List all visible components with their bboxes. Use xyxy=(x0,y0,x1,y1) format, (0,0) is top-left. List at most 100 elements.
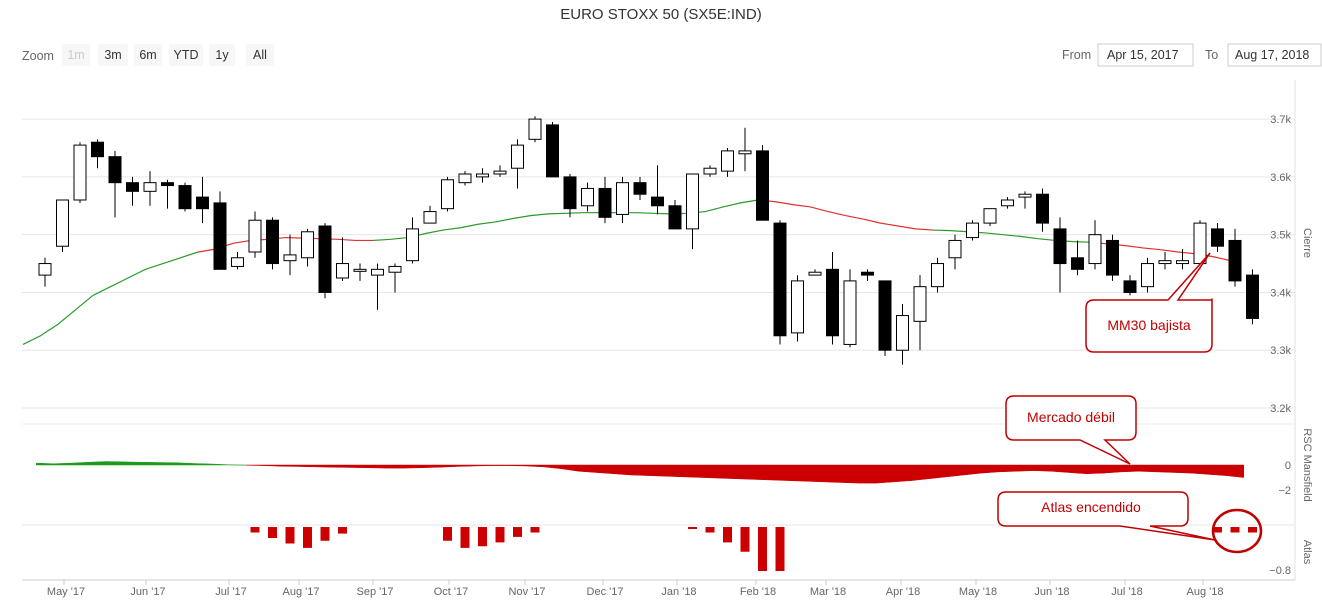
zoom-button-label: 1m xyxy=(67,48,84,62)
x-tick-label: Nov '17 xyxy=(509,586,546,598)
rsc-area-segment xyxy=(613,464,632,476)
rsc-area-segment xyxy=(1173,464,1192,474)
rsc-area-segment xyxy=(806,464,824,483)
candle-body xyxy=(1228,239,1242,282)
candle-body xyxy=(301,231,314,259)
rsc-tick-label: −2 xyxy=(1278,485,1291,497)
rsc-area-segment xyxy=(788,464,807,482)
rsc-area-segment xyxy=(158,462,177,466)
candle xyxy=(1001,197,1014,209)
candle-body xyxy=(266,219,279,265)
zoom-button-label: 3m xyxy=(104,48,121,62)
candle-body xyxy=(248,219,262,253)
candle-body xyxy=(406,228,419,262)
x-axis-ticks: May '17 Jun '17 Jul '17 Aug '17 Sep '17 Oct '… xyxy=(47,580,1223,598)
candle xyxy=(616,176,629,224)
rsc-area-segment xyxy=(631,464,649,476)
rsc-area-segment xyxy=(1016,464,1034,472)
atlas-bar xyxy=(285,527,295,544)
rsc-area-segment xyxy=(946,464,964,478)
candle xyxy=(721,148,734,177)
candle xyxy=(91,139,104,169)
rsc-area-segment xyxy=(981,464,999,474)
candle xyxy=(633,176,647,200)
candle xyxy=(266,217,279,270)
candle-body xyxy=(1193,222,1207,265)
x-tick-label: Sep '17 xyxy=(357,586,394,598)
callout-mercado-debil: Mercado débil xyxy=(1005,395,1137,465)
candle xyxy=(843,269,857,348)
date-range: From Apr 15, 2017 To Aug 17, 2018 xyxy=(1062,43,1322,67)
atlas-bar xyxy=(338,527,347,534)
from-date-input[interactable]: Apr 15, 2017 xyxy=(1097,43,1194,67)
candle xyxy=(318,223,332,299)
atlas-bar xyxy=(530,527,540,533)
candle xyxy=(791,275,804,342)
zoom-button-1y[interactable]: 1y xyxy=(209,44,235,66)
candle-body xyxy=(126,182,139,192)
atlas-bar xyxy=(705,527,715,533)
to-date-value: Aug 17, 2018 xyxy=(1235,48,1309,62)
callout-atlas-text: Atlas encendido xyxy=(1041,499,1141,515)
candle-body xyxy=(388,265,402,273)
candle xyxy=(966,220,979,241)
to-date-input[interactable]: Aug 17, 2018 xyxy=(1227,43,1322,67)
rsc-area-segment xyxy=(473,464,492,467)
candle xyxy=(598,176,612,224)
candle xyxy=(773,220,787,345)
rsc-area-segment xyxy=(771,464,789,481)
candle-body xyxy=(1088,234,1102,265)
zoom-button-3m[interactable]: 3m xyxy=(98,44,128,66)
zoom-button-all[interactable]: All xyxy=(246,44,274,66)
candle xyxy=(38,257,52,287)
candle-body xyxy=(966,222,979,239)
rsc-area-segment xyxy=(298,464,317,468)
rsc-area-segment xyxy=(753,464,772,481)
candle-body xyxy=(896,315,909,351)
zoom-button-label: YTD xyxy=(174,48,199,62)
candle-body xyxy=(108,156,122,184)
rsc-area-segment xyxy=(596,464,614,475)
candle xyxy=(1176,249,1189,270)
candle-body xyxy=(38,263,52,276)
rsc-area-segment xyxy=(1051,464,1069,473)
x-tick-label: Aug '17 xyxy=(283,586,320,598)
candle xyxy=(826,252,839,345)
rsc-area-segment xyxy=(1226,464,1244,478)
candle xyxy=(108,150,122,218)
rsc-area-segment xyxy=(351,464,369,469)
candle-body xyxy=(931,263,944,288)
candle xyxy=(808,269,822,276)
candle-body xyxy=(178,185,192,210)
zoom-button-ytd[interactable]: YTD xyxy=(169,44,203,66)
zoom-button-6m[interactable]: 6m xyxy=(134,44,162,66)
rsc-area-segment xyxy=(701,464,719,479)
callout-atlas-encendido: Atlas encendido xyxy=(997,491,1216,541)
rsc-area-segment xyxy=(893,464,912,483)
candle xyxy=(651,165,664,215)
rsc-area-segment xyxy=(491,464,509,466)
atlas-bar xyxy=(723,527,732,543)
rsc-area-segment xyxy=(281,464,299,467)
candle-body xyxy=(808,271,822,276)
rsc-area-segment xyxy=(211,463,229,466)
price-tick-label: 3.6k xyxy=(1270,172,1291,184)
rsc-area-segment xyxy=(36,462,54,466)
from-label: From xyxy=(1062,48,1091,62)
candle-body xyxy=(791,280,804,334)
candle xyxy=(301,228,314,267)
zoom-button-1m[interactable]: 1m xyxy=(62,44,90,66)
candle xyxy=(336,237,349,281)
candle xyxy=(1088,220,1102,270)
rsc-tick-label: 0 xyxy=(1285,460,1291,472)
x-tick-label: May '17 xyxy=(47,586,85,598)
callout-mercado-text: Mercado débil xyxy=(1027,409,1115,425)
candle xyxy=(1053,217,1067,293)
zoom-button-label: All xyxy=(253,48,267,62)
candle-body xyxy=(1141,263,1154,288)
candle-body xyxy=(913,286,927,322)
candle-body xyxy=(423,211,437,224)
candle-body xyxy=(1211,228,1224,247)
rsc-area-segment xyxy=(141,461,159,466)
candle xyxy=(1123,275,1137,296)
